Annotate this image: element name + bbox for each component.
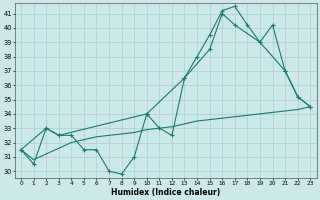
X-axis label: Humidex (Indice chaleur): Humidex (Indice chaleur) <box>111 188 220 197</box>
